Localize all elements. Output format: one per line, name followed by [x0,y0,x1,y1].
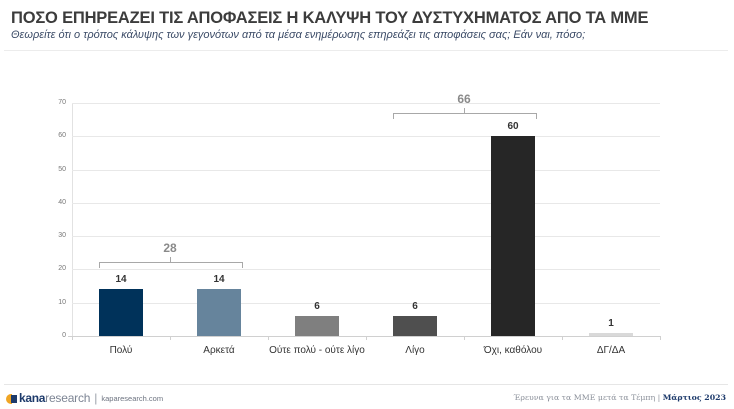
page-title: ΠΟΣΟ ΕΠΗΡΕΑΖΕΙ ΤΙΣ ΑΠΟΦΑΣΕΙΣ Η ΚΑΛΥΨΗ ΤΟ… [11,9,649,27]
x-tick [464,336,465,340]
bar-3[interactable] [295,316,339,336]
gridline [72,103,660,104]
x-tick [660,336,661,340]
bar-value-label: 6 [314,301,320,312]
y-tick-label: 0 [62,332,66,339]
gridline [72,269,660,270]
bar-4[interactable] [393,316,437,336]
gridline [72,203,660,204]
survey-label: Έρευνα για τα ΜΜΕ μετά τα Τέμπη | [513,393,663,402]
category-label: Λίγο [405,345,425,356]
y-tick-label: 60 [58,132,66,139]
bracket-stem [170,257,171,262]
group-bracket [393,113,537,119]
gridline [72,303,660,304]
y-tick-label: 40 [58,199,66,206]
bar-value-label: 14 [213,274,225,285]
bar-value-label: 1 [608,318,614,329]
y-tick-label: 20 [58,265,66,272]
logo-brand-bold: kana [19,391,46,405]
gridline [72,170,660,171]
logo-flag-icon [6,393,17,404]
bracket-stem [464,108,465,113]
group-total-label: 28 [163,241,177,255]
bar-value-label: 14 [115,274,127,285]
page-subtitle: Θεωρείτε ότι ο τρόπος κάλυψης των γεγονό… [11,29,586,41]
bar-value-label: 60 [507,121,519,132]
footer-divider [4,384,728,385]
logo-brand-light: research [45,391,91,405]
category-label: Αρκετά [203,345,235,356]
category-label: Πολύ [109,345,133,356]
x-tick [170,336,171,340]
group-total-label: 66 [457,92,471,106]
bar-value-label: 6 [412,301,418,312]
x-tick [268,336,269,340]
x-tick [562,336,563,340]
y-axis-line [72,103,73,336]
y-tick-label: 30 [58,232,66,239]
bar-chart: 0 10 20 30 40 50 60 70 14 Πολύ 14 Αρκετά 6 Ούτε πολύ … [58,92,661,356]
survey-caption: Έρευνα για τα ΜΜΕ μετά τα Τέμπη | Μάρτιο… [513,393,726,402]
y-tick-label: 70 [58,99,66,106]
bar-2[interactable] [197,289,241,336]
logo-separator: | [94,391,98,405]
x-tick [72,336,73,340]
y-tick-label: 50 [58,166,66,173]
bar-6[interactable] [589,333,633,336]
kana-research-logo: kana research | kaparesearch.com [6,391,163,405]
bar-5[interactable] [491,136,535,336]
x-axis-line [68,336,660,337]
category-label: Όχι, καθόλου [483,345,543,356]
website-link[interactable]: kaparesearch.com [101,393,164,403]
gridline [72,136,660,137]
gridline [72,236,660,237]
category-label: ΔΓ/ΔΑ [596,345,626,356]
top-divider [4,50,728,51]
survey-date: Μάρτιος 2023 [662,393,726,402]
x-tick [366,336,367,340]
group-bracket [99,262,243,268]
category-label: Ούτε πολύ - ούτε λίγο [269,345,365,356]
bar-1[interactable] [99,289,143,336]
y-tick-label: 10 [58,299,66,306]
